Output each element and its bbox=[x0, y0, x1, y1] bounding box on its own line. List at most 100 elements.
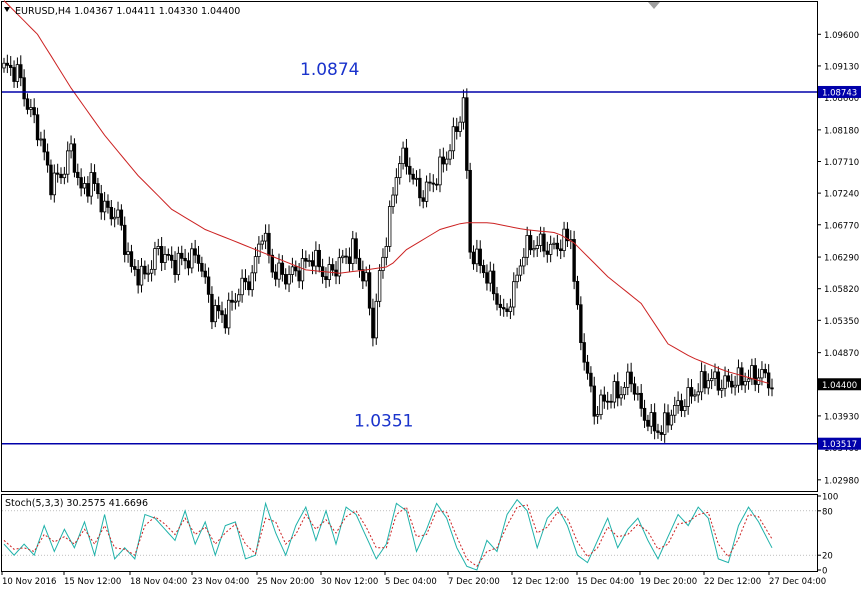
candle bbox=[629, 362, 633, 393]
candle bbox=[169, 246, 174, 269]
candle bbox=[136, 260, 140, 294]
candle bbox=[428, 172, 432, 192]
candle bbox=[82, 176, 87, 195]
candle bbox=[746, 369, 751, 390]
price-tick-label: 1.02980 bbox=[824, 476, 859, 486]
time-tick-label: 15 Nov 12:00 bbox=[64, 577, 121, 587]
symbol-dropdown-icon[interactable] bbox=[4, 7, 10, 12]
candle bbox=[585, 354, 590, 380]
candle bbox=[481, 259, 486, 278]
candle bbox=[9, 56, 13, 76]
candle bbox=[468, 162, 472, 259]
candle bbox=[367, 264, 372, 316]
stoch-signal-line bbox=[3, 504, 773, 568]
candle bbox=[384, 237, 389, 266]
candle bbox=[398, 155, 402, 185]
candle bbox=[646, 414, 650, 432]
candle bbox=[25, 93, 30, 115]
candle bbox=[314, 241, 318, 275]
candle bbox=[676, 391, 680, 414]
candle bbox=[616, 372, 620, 407]
chart-shift-marker-icon[interactable] bbox=[648, 2, 660, 9]
level-price-badge: 1.03517 bbox=[818, 437, 861, 450]
candle bbox=[206, 267, 211, 303]
candle bbox=[29, 98, 33, 118]
candle bbox=[424, 175, 429, 208]
candle bbox=[247, 275, 251, 296]
level-price-badge: 1.08743 bbox=[818, 85, 861, 98]
candle bbox=[126, 242, 130, 263]
candle bbox=[237, 288, 241, 307]
candle bbox=[196, 245, 201, 272]
candle bbox=[669, 409, 674, 430]
candle bbox=[210, 286, 214, 330]
candle bbox=[478, 240, 482, 274]
time-tick-label: 12 Dec 12:00 bbox=[512, 577, 569, 587]
candle bbox=[575, 275, 580, 310]
candle bbox=[223, 308, 228, 334]
candle bbox=[572, 230, 576, 290]
candle bbox=[243, 269, 248, 290]
candle bbox=[592, 376, 596, 425]
candle bbox=[163, 246, 167, 270]
candle bbox=[411, 168, 415, 185]
candle bbox=[542, 227, 546, 258]
candle bbox=[19, 55, 23, 87]
candle bbox=[736, 359, 741, 393]
price-tick-label: 1.08180 bbox=[824, 126, 859, 136]
candle bbox=[495, 286, 499, 311]
candle bbox=[716, 366, 721, 396]
candle bbox=[371, 298, 375, 347]
candle bbox=[475, 239, 479, 273]
time-tick-label: 18 Nov 04:00 bbox=[130, 577, 187, 587]
time-tick-label: 23 Nov 04:00 bbox=[192, 577, 249, 587]
candle bbox=[505, 303, 509, 317]
candle bbox=[112, 207, 117, 228]
candle bbox=[552, 237, 556, 250]
candle bbox=[102, 191, 107, 221]
candle bbox=[458, 116, 462, 137]
candle bbox=[642, 399, 647, 428]
time-tick-label: 7 Dec 20:00 bbox=[448, 577, 500, 587]
candle bbox=[733, 375, 737, 396]
candle bbox=[233, 293, 238, 310]
candle bbox=[693, 389, 697, 402]
candle bbox=[548, 235, 553, 263]
candle bbox=[391, 186, 395, 214]
time-tick-label: 25 Nov 20:00 bbox=[257, 577, 314, 587]
candle bbox=[508, 298, 513, 320]
candle bbox=[253, 247, 258, 282]
horizontal-levels: 1.0874 1.0351 bbox=[2, 60, 817, 445]
stoch-tick-label: 80 bbox=[822, 507, 833, 517]
candle bbox=[307, 254, 311, 267]
candle bbox=[525, 226, 529, 266]
candle bbox=[421, 190, 425, 209]
candle bbox=[599, 389, 603, 420]
candle bbox=[49, 159, 53, 200]
candle bbox=[706, 373, 710, 395]
price-tick-label: 1.05350 bbox=[824, 317, 859, 327]
candle bbox=[263, 224, 268, 250]
time-tick-label: 19 Dec 20:00 bbox=[640, 577, 697, 587]
price-tick-label: 1.05820 bbox=[824, 285, 859, 295]
candle bbox=[22, 69, 26, 107]
candle bbox=[448, 144, 452, 166]
candle bbox=[730, 373, 734, 394]
svg-text:1.08743: 1.08743 bbox=[822, 88, 857, 98]
candlestick-series bbox=[2, 54, 774, 443]
candle bbox=[190, 242, 194, 274]
candle bbox=[673, 396, 677, 423]
candle bbox=[414, 170, 419, 187]
time-tick-label: 30 Nov 12:00 bbox=[321, 577, 378, 587]
price-tick-label: 1.06290 bbox=[824, 254, 859, 264]
candle bbox=[119, 204, 124, 231]
price-tick-label: 1.07240 bbox=[824, 190, 859, 200]
candle bbox=[216, 296, 221, 319]
moving-average-line bbox=[3, 0, 769, 384]
candle bbox=[300, 249, 305, 290]
candle bbox=[683, 399, 687, 418]
candle bbox=[52, 164, 57, 203]
candle bbox=[123, 216, 127, 263]
price-tick-label: 1.08660 bbox=[824, 94, 859, 104]
price-tick-label: 1.07710 bbox=[824, 158, 859, 168]
